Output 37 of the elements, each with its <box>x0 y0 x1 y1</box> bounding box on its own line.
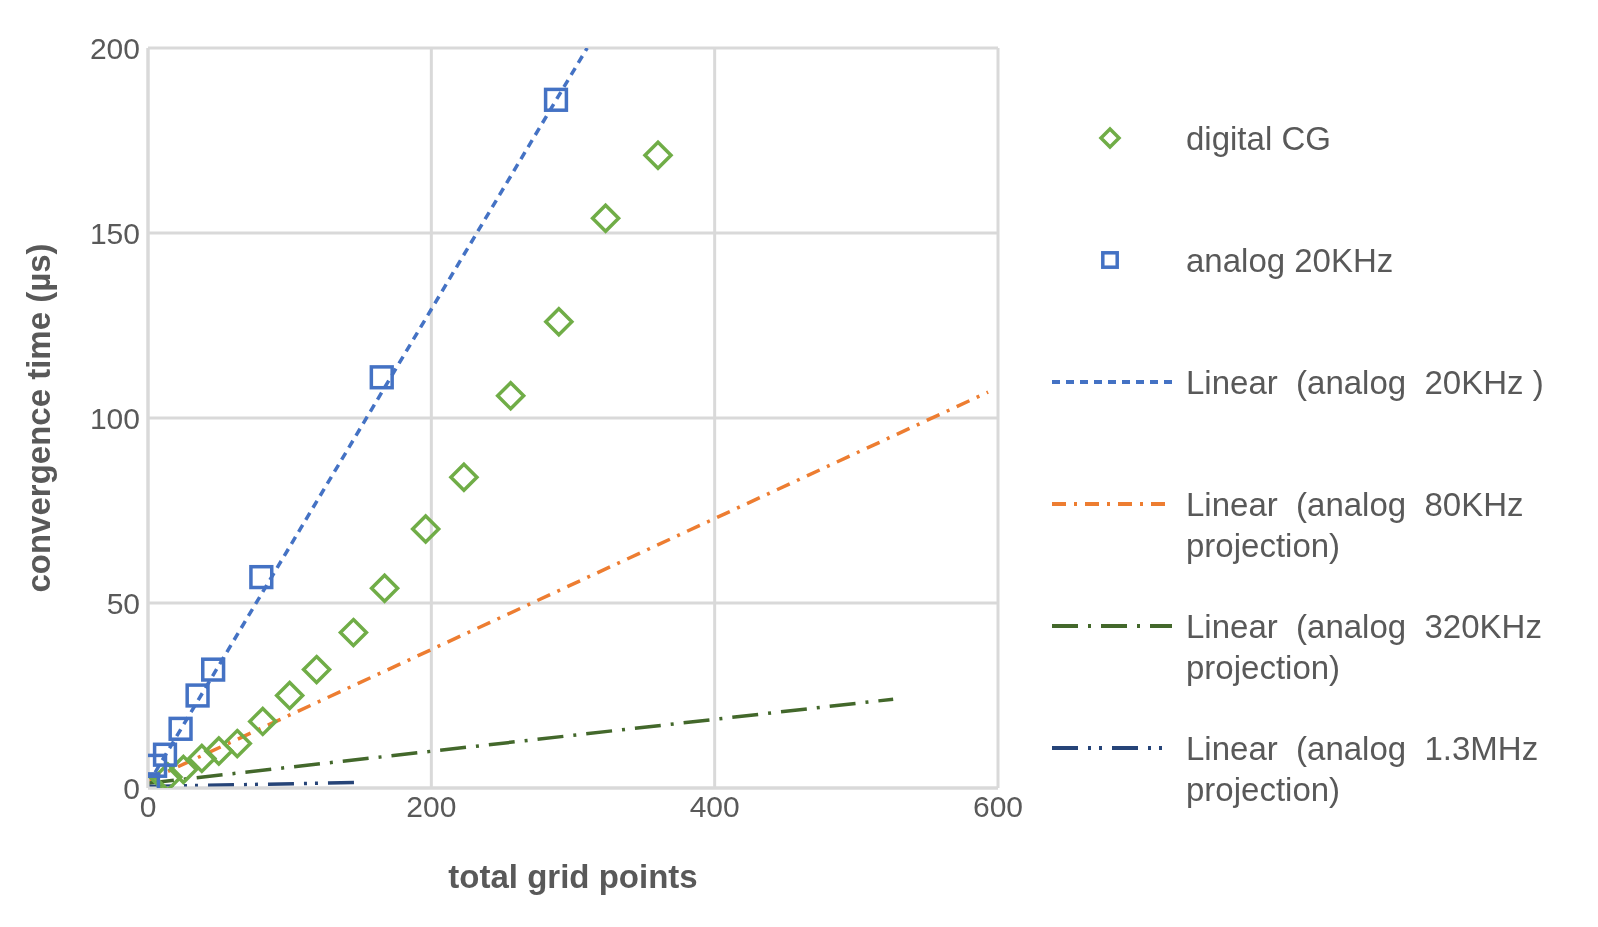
point <box>204 736 234 766</box>
point <box>544 307 574 337</box>
x-tick-label: 200 <box>406 790 457 824</box>
legend-label: digital CG <box>1186 119 1332 159</box>
legend-label: analog 20KHz <box>1186 241 1395 281</box>
point <box>168 716 193 741</box>
point <box>369 573 400 603</box>
point <box>495 381 526 411</box>
point <box>301 654 332 685</box>
legend-label: Linear (analog 1.3MHz projection) <box>1186 729 1540 810</box>
point <box>543 87 569 112</box>
point <box>222 728 252 759</box>
point <box>369 365 394 390</box>
x-tick-label: 400 <box>689 790 740 824</box>
point <box>590 203 621 233</box>
point <box>185 683 210 708</box>
point <box>152 742 178 767</box>
point <box>449 462 479 492</box>
point <box>248 706 278 737</box>
point <box>410 514 441 544</box>
point <box>168 754 199 785</box>
x-axis-title: total grid points <box>448 858 698 895</box>
x-tick-label: 600 <box>972 790 1024 824</box>
point <box>274 680 305 711</box>
legend-label: Linear (analog 20KHz ) <box>1186 363 1545 403</box>
point <box>249 564 274 590</box>
legend-label: Linear (analog 320KHz projection) <box>1186 607 1543 688</box>
legend-label: Linear (analog 80KHz projection) <box>1186 485 1525 566</box>
y-axis-title: convergence time (µs) <box>19 243 57 593</box>
y-tick-label: 150 <box>89 216 140 250</box>
y-tick-label: 50 <box>106 586 140 620</box>
y-tick-label: 200 <box>89 31 140 65</box>
point <box>201 657 226 682</box>
point <box>187 743 217 774</box>
point <box>338 617 369 648</box>
point <box>643 140 673 171</box>
y-tick-label: 100 <box>89 401 140 435</box>
